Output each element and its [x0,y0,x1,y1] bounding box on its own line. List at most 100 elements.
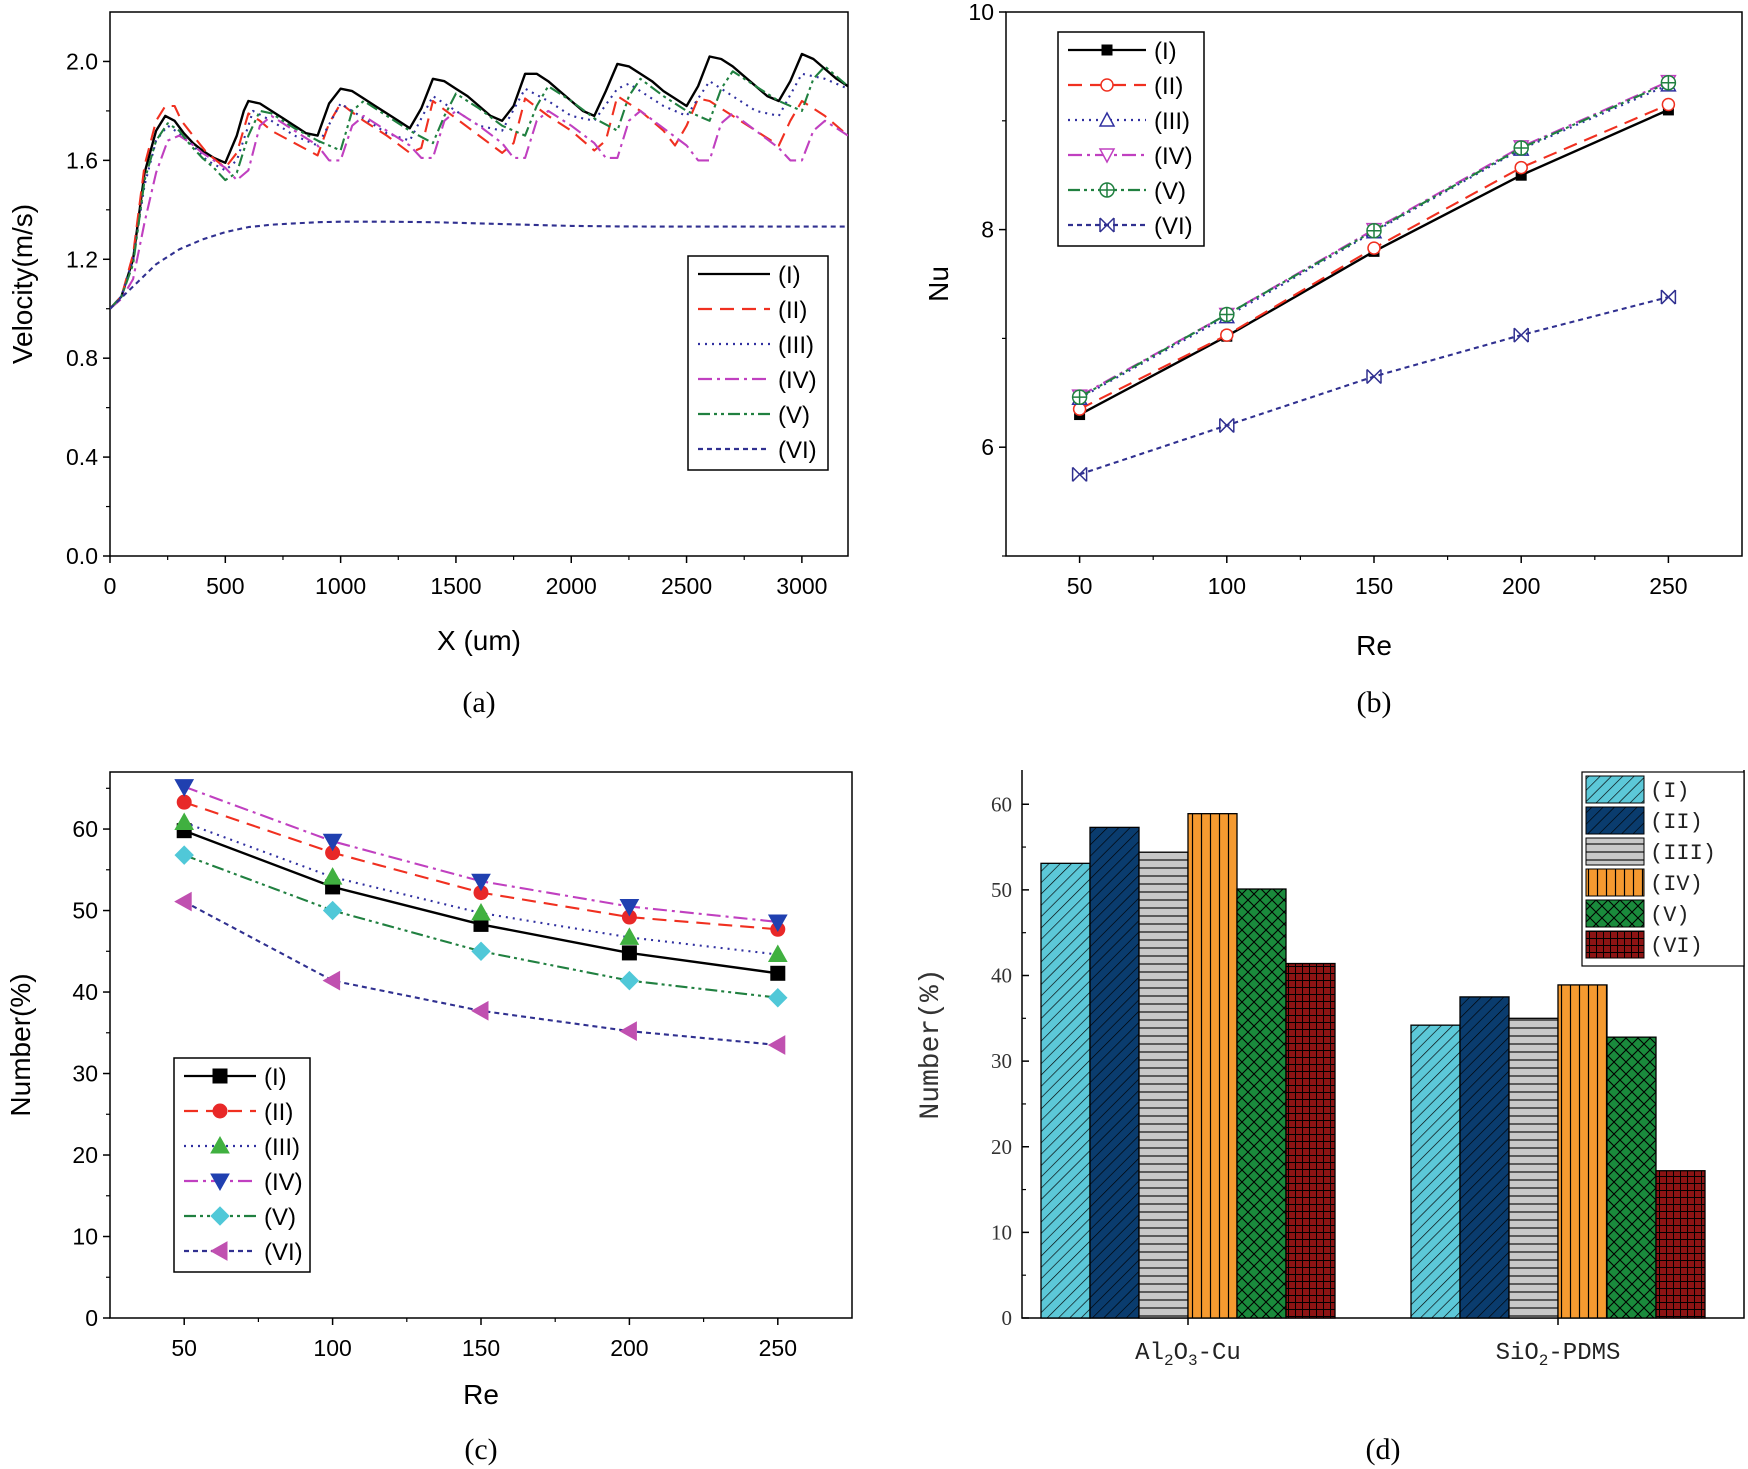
data-point [621,945,637,961]
y-tick-label: 1.2 [66,246,98,272]
data-point [770,965,786,981]
x-tick-label: 2000 [546,573,597,599]
data-point [471,941,491,961]
legend-marker [210,1173,230,1192]
marker-shape [212,1103,228,1119]
bar [1508,1017,1559,1319]
legend-swatch-pattern [1585,775,1645,804]
data-point [619,927,640,945]
marker-shape [471,902,491,921]
y-tick-label: 20 [72,1142,98,1168]
marker-shape [1100,78,1114,92]
bar-pattern [1655,1170,1706,1319]
x-axis-label: Re [463,1379,499,1410]
data-point [1219,306,1235,323]
y-tick-label: 20 [991,1135,1012,1159]
bar [1606,1036,1657,1319]
x-tick-label: 1500 [430,573,481,599]
y-tick-label: 40 [72,979,98,1005]
marker-shape [1219,417,1235,433]
legend-label: (V) [1650,903,1690,928]
x-tick-label: 100 [1208,573,1246,599]
legend-label: (I) [264,1064,287,1091]
legend-frame [1057,31,1205,247]
legend-marker [212,1103,228,1119]
bar-pattern [1187,813,1238,1319]
legend-label: (III) [1154,108,1190,135]
marker-shape [1513,327,1529,343]
label-part: SiO [1496,1340,1539,1367]
legend: (I) (II) (III) (IV) (V) (VI) [1581,771,1745,967]
legend-label: (IV) [264,1169,303,1196]
data-point [322,867,343,885]
x-tick-label: 50 [1067,573,1093,599]
label-subscript: 2 [1164,1352,1174,1370]
bar-pattern [1459,996,1510,1319]
y-tick-label: 2.0 [66,48,98,74]
y-axis-label: Nu [923,266,954,302]
marker-shape [1366,368,1382,385]
x-tick-label: 200 [1502,573,1540,599]
x-tick-label: 2500 [661,573,712,599]
marker-shape [174,779,195,797]
x-tick-label: 150 [1355,573,1393,599]
marker-shape [322,970,341,991]
bar [1040,862,1091,1319]
legend-marker [210,1135,230,1154]
legend-label: (II) [264,1099,293,1126]
legend-label: (I) [1650,779,1690,804]
legend-marker [1098,111,1116,127]
bar-pattern [1138,851,1189,1319]
legend-label: (IV) [1650,872,1703,897]
marker-shape [174,812,195,831]
legend: (I) (II) (III) (IV) (V) (VI) [1057,31,1205,247]
x-category-label: SiO2-PDMS [1496,1340,1621,1370]
bar [1655,1170,1706,1319]
data-point [322,833,343,852]
data-point [174,779,195,797]
y-tick-label: 60 [991,792,1012,816]
bar-pattern [1040,862,1091,1319]
marker-shape [1514,141,1529,155]
legend-label: (II) [1650,810,1703,835]
data-point [1071,466,1088,482]
series-line-6 [110,220,848,310]
y-axis-label: Number(%) [916,968,947,1119]
y-tick-label: 60 [72,816,98,842]
legend-label: (II) [1154,73,1183,100]
data-point [322,900,343,921]
x-axis-label: X (um) [437,625,521,656]
legend-label: (VI) [264,1239,303,1266]
marker-shape [619,927,640,945]
marker-shape [1367,241,1381,255]
data-point [767,914,788,932]
bar [1187,813,1238,1319]
x-tick-label: 250 [1649,573,1687,599]
y-tick-label: 40 [991,964,1012,988]
data-point [174,891,192,912]
marker-shape [767,914,788,932]
panel-a-velocity-chart: 0 500 1000 1500 2000 2500 3000 0.0 0.4 0.8 1.2 1.6 2… [7,11,849,719]
data-point [1366,222,1382,239]
series-group [1071,74,1677,482]
legend: (I) (II) (III) (IV) (V) (VI) [173,1057,311,1273]
x-tick-label: 3000 [776,573,827,599]
data-point [322,970,341,991]
legend-marker [1101,44,1113,56]
data-point [1660,74,1677,91]
x-tick-label: 250 [759,1335,797,1361]
marker-shape [1220,328,1234,342]
bar-pattern [1606,1036,1657,1319]
marker-shape [1072,390,1087,405]
legend-swatch-pattern [1585,806,1645,835]
marker-shape [471,941,491,961]
bar-pattern [1410,1024,1461,1319]
y-tick-label: 8 [981,217,994,243]
legend-swatch-pattern [1585,930,1645,959]
y-tick-label: 50 [991,878,1012,902]
marker-shape [174,891,192,912]
marker-shape [770,965,786,981]
marker-shape [322,867,343,885]
bar-pattern [1089,826,1140,1319]
